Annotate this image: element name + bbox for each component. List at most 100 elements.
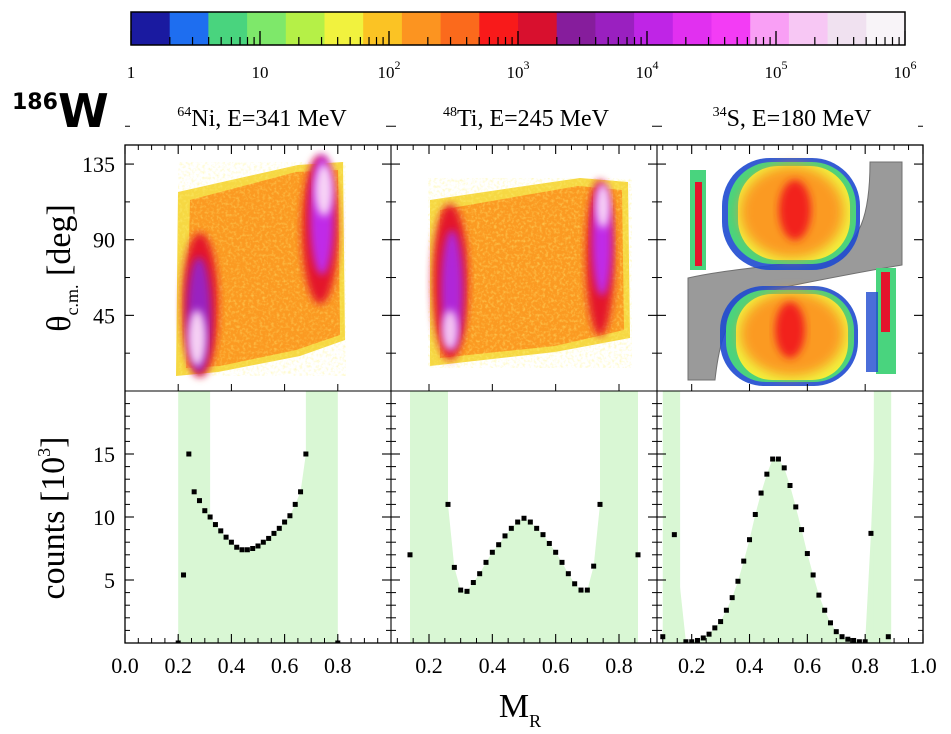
ylabel-top-symbol: θ — [41, 315, 78, 331]
data-point — [260, 539, 266, 545]
colorbar-tick-base: 10 — [636, 63, 653, 82]
colorbar-tick-base: 10 — [378, 63, 395, 82]
colorbar — [130, 11, 906, 46]
data-point — [565, 571, 571, 577]
colorbar-segment — [556, 12, 596, 45]
colorbar-segment — [788, 12, 829, 45]
data-point — [752, 511, 758, 517]
data-point — [464, 588, 470, 594]
data-point — [496, 542, 502, 548]
data-point — [207, 514, 213, 520]
colorbar-segment — [169, 12, 209, 45]
data-point — [856, 639, 862, 643]
data-point — [266, 535, 272, 541]
data-point — [553, 549, 559, 555]
data-point — [810, 572, 816, 578]
data-point — [833, 629, 839, 635]
data-point — [775, 456, 781, 462]
data-point — [787, 483, 793, 488]
axes: 45 90 135 5 10 15 0.0 0.2 0.4 0.6 0.8 0.2 0.4 0.6 0.8 0… — [82, 125, 937, 678]
ylabel-bottom-text: counts [10 — [35, 457, 72, 600]
colorbar-segment — [595, 12, 635, 45]
colorbar-segment — [401, 12, 442, 45]
ylabel-top-unit-text: [deg] — [41, 204, 78, 276]
heatmap-blob-lower-red — [775, 302, 805, 358]
colorbar-segment — [672, 12, 712, 45]
data-point — [851, 637, 857, 643]
colorbar-segment — [285, 12, 325, 45]
shaded-region — [873, 391, 892, 643]
heatmap-panel-1 — [176, 155, 346, 377]
panel-title-mass: 48 — [443, 105, 457, 120]
colorbar-segment — [440, 12, 480, 45]
data-point — [407, 552, 413, 558]
data-point — [298, 489, 304, 495]
data-point — [191, 489, 197, 495]
colorbar-tick-base: 1 — [127, 63, 136, 82]
data-point — [804, 551, 810, 557]
data-point — [451, 564, 457, 570]
data-point — [700, 635, 706, 641]
heatmap-lobe-right-inner — [596, 184, 610, 228]
x-tick-label: 0.4 — [479, 653, 507, 678]
y-tick-label-bottom: 15 — [93, 442, 115, 467]
colorbar-tick-exponent: 6 — [911, 58, 917, 72]
data-point — [534, 525, 540, 531]
histogram-panel-3 — [660, 391, 892, 643]
data-point — [303, 451, 309, 457]
x-tick-label: 0.2 — [164, 653, 192, 678]
data-point — [597, 501, 603, 507]
colorbar-tick-label: 106 — [894, 58, 917, 82]
data-point — [793, 504, 799, 510]
panel-title-text: Ni, E=341 MeV — [191, 106, 347, 132]
panel-title: 48Ti, E=245 MeV — [443, 105, 610, 132]
data-point — [822, 607, 828, 613]
data-point — [502, 533, 508, 539]
data-point — [591, 563, 597, 569]
shaded-region — [600, 391, 638, 643]
colorbar-segment — [827, 12, 867, 45]
data-point — [218, 528, 224, 534]
xlabel-symbol: M — [499, 688, 529, 725]
ylabel-bottom: counts [103] — [34, 437, 72, 600]
colorbar-tick-labels: 1 10 102 103 104 105 106 — [127, 58, 917, 82]
x-tick-label: 0.4 — [218, 653, 246, 678]
colorbar-tick-base: 10 — [252, 63, 269, 82]
data-point — [470, 580, 476, 586]
data-point — [540, 532, 546, 538]
data-point — [255, 543, 261, 549]
x-tick-label: 0.8 — [851, 653, 879, 678]
data-point — [228, 539, 234, 545]
data-point — [527, 519, 533, 525]
heatmap-column-right-dots — [866, 292, 878, 372]
data-point — [292, 501, 298, 507]
data-point — [660, 634, 666, 640]
x-tick-label: 0.0 — [111, 653, 139, 678]
y-tick-label-top: 135 — [82, 152, 115, 177]
colorbar-tick-label: 102 — [378, 58, 401, 82]
nucleus-mass: 186 — [12, 90, 58, 115]
data-point — [683, 639, 689, 643]
shaded-region — [178, 391, 211, 643]
data-point — [250, 546, 256, 551]
data-point — [729, 595, 735, 601]
data-point — [839, 634, 845, 640]
colorbar-tick-exponent: 4 — [653, 58, 659, 72]
heatmap-panel-3 — [687, 158, 903, 386]
colorbar-segment — [711, 12, 751, 45]
data-point — [578, 587, 584, 593]
colorbar-tick-base: 10 — [894, 63, 911, 82]
xlabel: MR — [499, 688, 541, 731]
data-point — [287, 513, 293, 519]
data-point — [827, 620, 833, 626]
colorbar-tick-exponent: 3 — [524, 58, 530, 72]
data-point — [234, 544, 240, 550]
data-point — [239, 547, 245, 553]
data-point — [186, 451, 192, 457]
data-point — [758, 490, 764, 496]
histogram-area — [178, 391, 338, 643]
data-point — [706, 631, 712, 637]
data-point — [559, 559, 565, 565]
heatmap-panel-2 — [428, 178, 632, 368]
